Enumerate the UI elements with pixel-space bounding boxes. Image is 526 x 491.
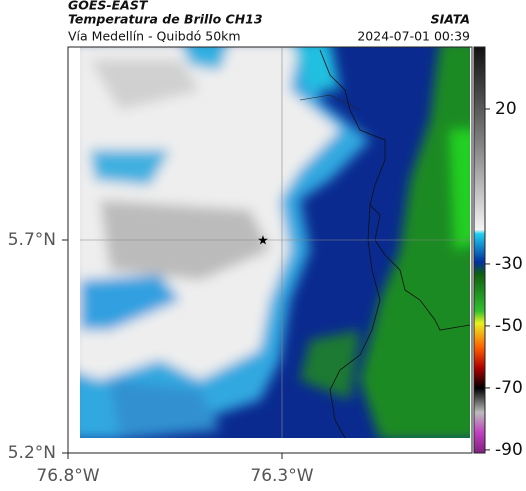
x-tick-label: 76.3°W xyxy=(250,466,313,486)
colorbar-tick-label: -30 xyxy=(495,254,523,274)
colorbar-tick-label: -70 xyxy=(495,378,523,398)
y-tick-label: 5.2°N xyxy=(8,443,56,463)
x-tick-label: 76.8°W xyxy=(36,466,99,486)
city-marker: ★ xyxy=(257,234,269,249)
colorbar-tick-label: -90 xyxy=(495,440,523,460)
timestamp: 2024-07-01 00:39 xyxy=(357,29,470,44)
organization: SIATA xyxy=(431,12,470,27)
title: Temperatura de Brillo CH13 xyxy=(68,12,263,27)
colorbar xyxy=(473,46,486,454)
subtitle: Vía Medellín - Quibdó 50km xyxy=(68,29,241,44)
satellite-image: ★ xyxy=(80,47,470,438)
map-frame xyxy=(67,46,473,454)
colorbar-tick-label: -50 xyxy=(495,316,523,336)
source: GOES-EAST xyxy=(68,0,149,13)
y-tick-label: 5.7°N xyxy=(8,230,56,250)
colorbar-tick-label: 20 xyxy=(495,99,517,119)
